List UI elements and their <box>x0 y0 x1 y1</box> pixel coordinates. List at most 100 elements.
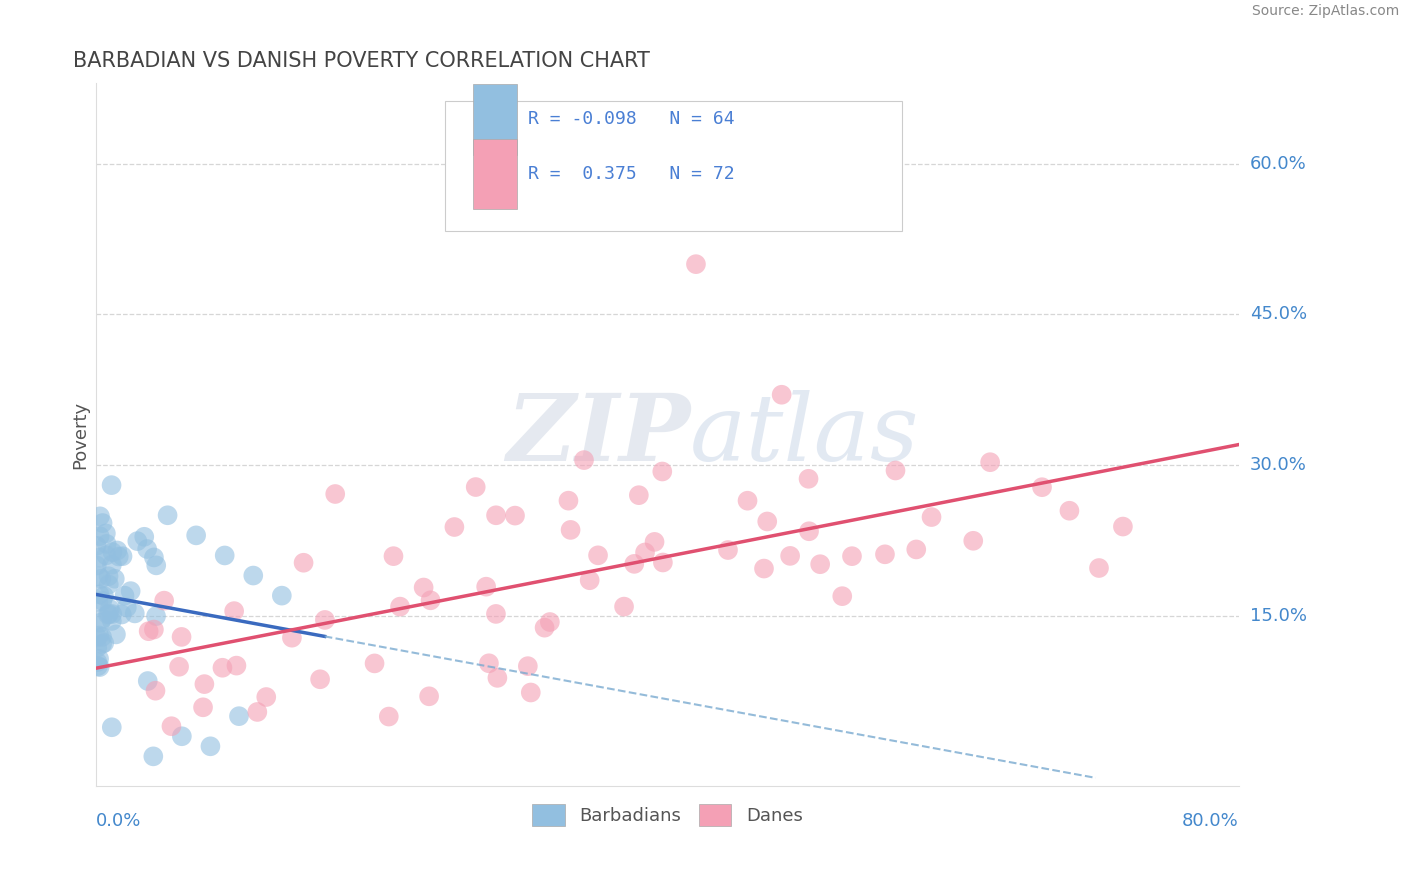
Text: Source: ZipAtlas.com: Source: ZipAtlas.com <box>1251 4 1399 19</box>
Point <box>884 463 907 477</box>
Point <box>586 549 609 563</box>
Point <box>93 636 115 650</box>
Point <box>412 581 434 595</box>
Point <box>107 549 129 564</box>
Point <box>86 640 108 655</box>
Point <box>138 624 160 639</box>
Point <box>464 480 486 494</box>
Point <box>808 558 831 572</box>
Point <box>685 257 707 271</box>
Point <box>127 534 149 549</box>
Point <box>533 621 555 635</box>
Point <box>644 534 666 549</box>
Point <box>104 627 127 641</box>
Point <box>115 600 138 615</box>
Point <box>86 655 108 669</box>
Point <box>145 683 167 698</box>
Point <box>314 613 336 627</box>
Point <box>378 709 401 723</box>
Point <box>841 549 863 564</box>
Point <box>443 520 465 534</box>
Point <box>651 465 673 479</box>
Text: 0.0%: 0.0% <box>96 812 142 830</box>
Point <box>779 549 801 563</box>
Point <box>124 607 146 621</box>
Point <box>120 584 142 599</box>
Point <box>211 661 233 675</box>
Point <box>142 623 165 637</box>
Point <box>224 604 246 618</box>
Point <box>101 558 124 572</box>
Point <box>737 493 759 508</box>
Point <box>309 673 332 687</box>
Point <box>87 659 110 673</box>
Point <box>91 516 114 530</box>
Point <box>87 595 110 609</box>
Point <box>136 541 159 556</box>
Point <box>254 690 277 704</box>
Point <box>797 524 820 539</box>
Point <box>717 543 740 558</box>
Point <box>756 515 779 529</box>
Text: 45.0%: 45.0% <box>1250 305 1308 324</box>
Point <box>557 493 579 508</box>
Text: BARBADIAN VS DANISH POVERTY CORRELATION CHART: BARBADIAN VS DANISH POVERTY CORRELATION … <box>73 51 650 70</box>
Point <box>1031 480 1053 494</box>
Point <box>485 508 508 523</box>
Point <box>979 455 1001 469</box>
Point <box>93 589 115 603</box>
Point <box>142 749 165 764</box>
Point <box>145 558 167 573</box>
Point <box>382 549 405 563</box>
Point <box>156 508 179 523</box>
Text: ZIP: ZIP <box>506 390 690 480</box>
Point <box>89 550 111 565</box>
Point <box>228 709 250 723</box>
Point <box>323 487 346 501</box>
Y-axis label: Poverty: Poverty <box>72 401 89 469</box>
Point <box>389 599 412 614</box>
Point <box>613 599 636 614</box>
Point <box>89 660 111 674</box>
Point <box>89 529 111 543</box>
Point <box>86 630 108 644</box>
Point <box>292 556 315 570</box>
Point <box>87 569 110 583</box>
Point <box>101 607 124 621</box>
Point <box>1059 504 1081 518</box>
Point <box>560 523 582 537</box>
Point <box>167 659 190 673</box>
Point <box>242 568 264 582</box>
Point <box>831 589 853 603</box>
Point <box>96 537 118 551</box>
Point <box>623 557 645 571</box>
Point <box>160 719 183 733</box>
Point <box>91 594 114 608</box>
Text: 80.0%: 80.0% <box>1182 812 1239 830</box>
Point <box>418 690 440 704</box>
Point <box>101 614 124 628</box>
Point <box>478 657 501 671</box>
FancyBboxPatch shape <box>444 101 901 231</box>
Point <box>475 580 498 594</box>
Point <box>225 658 247 673</box>
Bar <box>474 84 516 154</box>
Point <box>873 547 896 561</box>
Point <box>170 729 193 743</box>
Point <box>89 587 111 601</box>
Point <box>270 589 292 603</box>
Point <box>186 528 208 542</box>
Point <box>485 607 508 621</box>
Point <box>97 607 120 621</box>
Point <box>89 509 111 524</box>
Point <box>111 607 134 622</box>
Point <box>520 685 543 699</box>
Point <box>572 453 595 467</box>
Text: atlas: atlas <box>690 390 920 480</box>
Point <box>1088 561 1111 575</box>
Point <box>770 388 793 402</box>
Point <box>91 630 114 644</box>
Point <box>905 542 928 557</box>
Point <box>90 572 112 586</box>
Point <box>578 573 600 587</box>
